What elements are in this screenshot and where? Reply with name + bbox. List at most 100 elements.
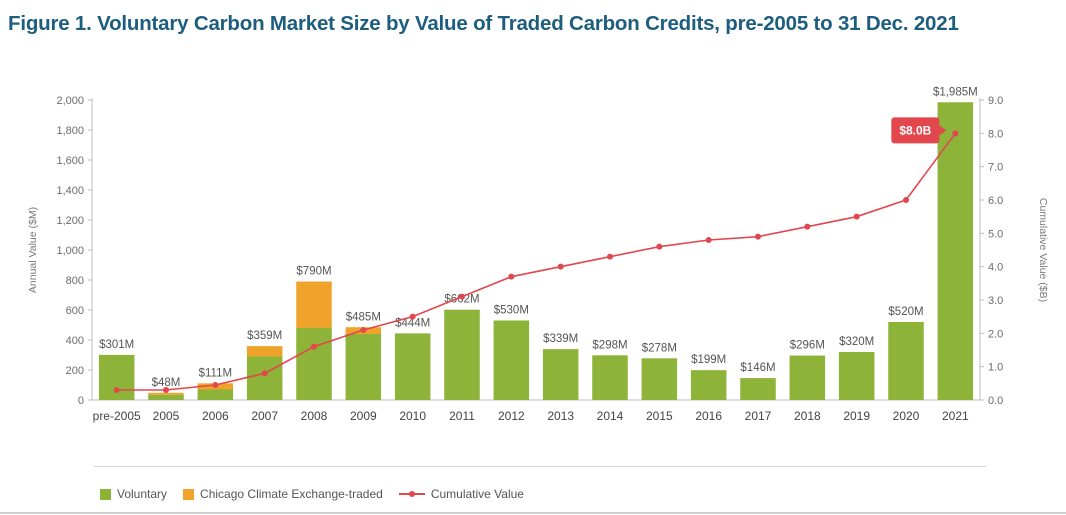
x-tick-label: 2006: [202, 409, 229, 423]
x-tick-label: 2014: [597, 409, 624, 423]
bar-data-label: $301M: [99, 339, 134, 351]
callout-box: [891, 117, 940, 144]
bar-data-label: $520M: [888, 306, 923, 318]
y-tick-label: 1,400: [56, 185, 84, 197]
bar-voluntary: [690, 370, 727, 400]
cumulative-point: [113, 387, 120, 393]
bar-voluntary: [838, 352, 875, 400]
bar-ccx: [296, 281, 332, 328]
bar-data-label: $602M: [444, 294, 479, 306]
y-tick-label: 1,200: [56, 215, 84, 227]
bar-voluntary: [542, 349, 579, 400]
y2-tick-label: 6.0: [988, 195, 1003, 207]
chart-title: Figure 1. Voluntary Carbon Market Size b…: [8, 12, 959, 35]
legend-item-cumulative: Cumulative Value: [398, 487, 524, 501]
legend-swatch-ccx: [183, 488, 195, 500]
x-tick-label: 2018: [794, 409, 821, 423]
x-tick-label: 2015: [646, 409, 673, 423]
y2-tick-label: 3.0: [988, 295, 1003, 307]
callout-label: $8.0B: [899, 123, 931, 137]
page-bottom-rule: [0, 512, 1066, 514]
cumulative-point: [804, 223, 811, 230]
bar-voluntary: [789, 355, 826, 400]
cumulative-point: [508, 273, 515, 280]
y-tick-label: 200: [66, 365, 84, 377]
bar-voluntary: [740, 378, 776, 400]
cumulative-point: [557, 263, 564, 270]
bar-voluntary: [493, 320, 530, 400]
x-tick-label: 2016: [695, 409, 722, 423]
x-tick-label: 2007: [251, 409, 278, 423]
x-tick-label: 2021: [942, 409, 969, 423]
y2-tick-label: 2.0: [988, 328, 1003, 340]
y2-tick-label: 0.0: [988, 395, 1003, 407]
x-tick-label: 2009: [350, 409, 377, 423]
x-tick-label: 2005: [153, 409, 180, 423]
bar-data-label: $530M: [494, 305, 529, 317]
bar-voluntary: [246, 356, 283, 400]
bar-ccx: [148, 392, 184, 395]
cumulative-point: [311, 343, 317, 350]
x-tick-label: pre-2005: [93, 409, 141, 423]
cumulative-point: [261, 370, 268, 377]
y2-tick-label: 7.0: [988, 162, 1003, 174]
y-tick-label: 600: [66, 305, 84, 317]
legend-label-cumulative: Cumulative Value: [430, 487, 524, 501]
x-tick-label: 2011: [449, 409, 475, 423]
bar-data-label: $790M: [296, 266, 331, 278]
y-tick-label: 1,000: [56, 245, 84, 257]
y-tick-label: 0: [78, 395, 84, 407]
bar-voluntary: [148, 394, 184, 400]
bar-ccx: [246, 346, 283, 357]
bar-voluntary: [197, 389, 234, 400]
bar-voluntary: [296, 328, 332, 400]
y2-axis-title: Cumulative Value ($B): [1037, 198, 1049, 302]
bar-data-label: $296M: [790, 340, 825, 352]
bar-data-label: $339M: [543, 333, 578, 345]
bar-data-label: $199M: [691, 354, 726, 366]
y-tick-label: 1,600: [56, 155, 84, 167]
y2-tick-label: 5.0: [988, 228, 1003, 240]
bar-data-label: $444M: [395, 317, 430, 329]
y2-tick-label: 4.0: [988, 262, 1003, 274]
cumulative-point: [755, 233, 761, 240]
cumulative-point: [705, 237, 712, 243]
bar-voluntary: [592, 355, 628, 400]
bar-data-label: $320M: [839, 336, 874, 348]
cumulative-point: [903, 197, 909, 203]
bar-data-label: $1,985M: [933, 86, 978, 98]
x-tick-label: 2020: [893, 409, 920, 423]
cumulative-point: [607, 253, 613, 260]
x-tick-label: 2010: [399, 409, 426, 423]
y2-tick-label: 8.0: [988, 128, 1003, 140]
y-tick-label: 1,800: [56, 125, 84, 137]
cumulative-point: [409, 313, 416, 320]
callout-pointer: [939, 125, 947, 136]
legend-item-ccx: Chicago Climate Exchange-traded: [183, 487, 383, 501]
y2-tick-label: 1.0: [988, 362, 1003, 374]
legend-line-cumulative: [398, 489, 425, 499]
y-axis-title: Annual Value ($M): [27, 207, 39, 293]
cumulative-point: [163, 387, 169, 393]
cumulative-point: [853, 213, 860, 220]
y-tick-label: 800: [66, 275, 84, 287]
legend-swatch-voluntary: [100, 488, 111, 500]
x-tick-label: 2008: [301, 409, 328, 423]
cumulative-point: [360, 327, 367, 333]
bar-data-label: $359M: [247, 330, 282, 342]
x-tick-label: 2019: [843, 409, 870, 423]
bar-voluntary: [444, 309, 480, 400]
cumulative-point: [212, 382, 219, 388]
bar-voluntary: [98, 354, 135, 400]
bar-data-label: $146M: [740, 362, 775, 374]
cumulative-point: [459, 293, 465, 300]
y-tick-label: 400: [66, 335, 84, 347]
cumulative-point: [656, 243, 663, 250]
legend-item-voluntary: Voluntary: [100, 487, 167, 501]
cumulative-line: [116, 132, 956, 391]
bar-voluntary: [888, 322, 924, 400]
x-tick-label: 2017: [745, 409, 772, 423]
bar-data-label: $485M: [346, 311, 381, 323]
x-tick-label: 2012: [498, 409, 525, 423]
legend-label-ccx: Chicago Climate Exchange-traded: [200, 487, 383, 501]
